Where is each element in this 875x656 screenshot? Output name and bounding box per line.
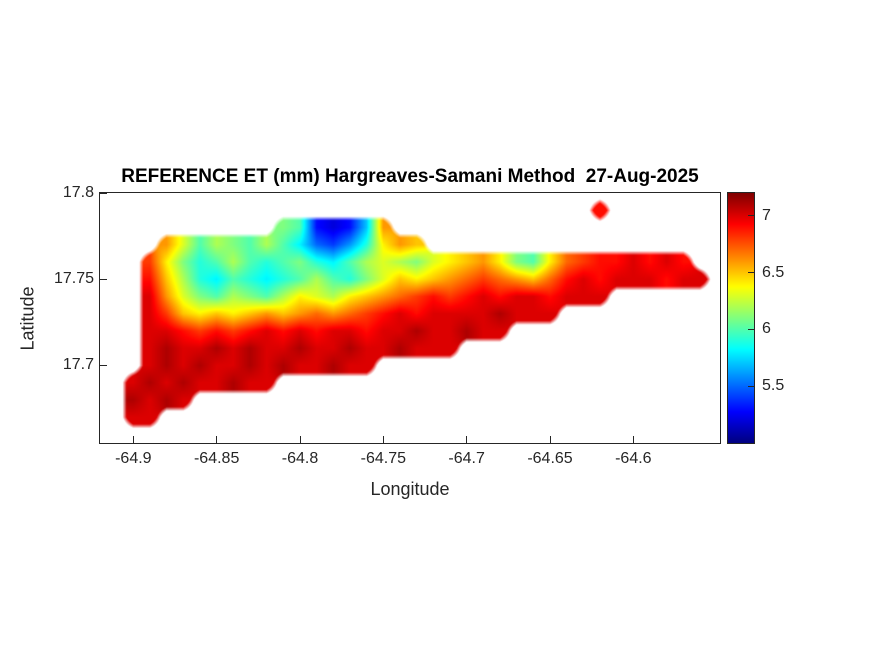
colorbar-tick-mark bbox=[748, 215, 754, 217]
colorbar-tick-mark bbox=[748, 328, 754, 330]
x-tick-label: -64.75 bbox=[360, 450, 407, 467]
x-tick-label: -64.8 bbox=[281, 450, 319, 467]
x-axis-label: Longitude bbox=[370, 479, 450, 499]
colorbar-tick-mark bbox=[748, 272, 754, 274]
y-tick-mark bbox=[100, 192, 107, 194]
plot-title: REFERENCE ET (mm) Hargreaves-Samani Meth… bbox=[121, 166, 699, 187]
x-tick-mark bbox=[299, 436, 301, 443]
x-tick-mark bbox=[382, 436, 384, 443]
x-tick-label: -64.9 bbox=[115, 450, 152, 467]
x-tick-label: -64.6 bbox=[615, 450, 652, 467]
colorbar-tick-label: 5.5 bbox=[762, 377, 785, 395]
y-tick-mark bbox=[100, 364, 107, 366]
x-tick-mark bbox=[632, 436, 634, 443]
colorbar bbox=[728, 193, 754, 443]
y-tick-label: 17.7 bbox=[62, 356, 94, 374]
y-tick-label: 17.75 bbox=[53, 270, 94, 288]
colorbar-tick-label: 7 bbox=[762, 206, 771, 224]
y-tick-label: 17.8 bbox=[62, 184, 94, 201]
colorbar-tick-mark bbox=[748, 385, 754, 387]
x-tick-mark bbox=[132, 436, 134, 443]
x-tick-mark bbox=[549, 436, 551, 443]
y-tick-mark bbox=[100, 278, 107, 280]
x-tick-mark bbox=[216, 436, 218, 443]
colorbar-tick-label: 6.5 bbox=[762, 263, 785, 281]
x-tick-mark bbox=[466, 436, 468, 443]
x-tick-label: -64.7 bbox=[448, 450, 485, 467]
x-tick-label: -64.65 bbox=[527, 450, 573, 467]
heatmap-canvas bbox=[100, 193, 720, 443]
colorbar-tick-label: 6 bbox=[762, 320, 771, 338]
x-tick-label: -64.85 bbox=[193, 450, 240, 467]
